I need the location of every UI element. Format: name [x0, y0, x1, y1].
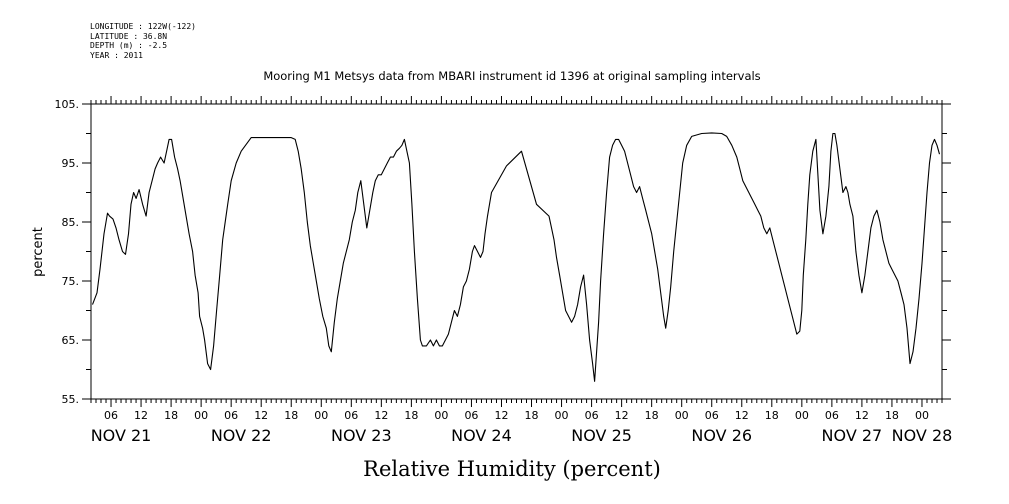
y-axis: 55. 65. 75. 85. 95. 105.: [55, 98, 951, 406]
x-hour-label: 00: [434, 409, 448, 422]
x-hour-label: 06: [464, 409, 478, 422]
x-day-label: NOV 21: [91, 426, 152, 445]
x-hour-label: 12: [855, 409, 869, 422]
x-day-label: NOV 25: [571, 426, 632, 445]
x-hour-label: 18: [885, 409, 899, 422]
y-tick-label: 95.: [62, 157, 80, 170]
x-hour-label: 12: [134, 409, 148, 422]
y-tick-label: 105.: [55, 98, 80, 111]
x-hour-label: 00: [675, 409, 689, 422]
x-day-label: NOV 27: [822, 426, 883, 445]
metadata-block: LONGITUDE : 122W(-122) LATITUDE : 36.8N …: [90, 22, 196, 60]
x-axis: 06 12 18 00 06 12 18 00 06 12 18 00 06 12 18 00 06 12 18 00…: [90, 96, 953, 445]
y-axis-label: percent: [31, 227, 46, 277]
x-hour-label: 00: [795, 409, 809, 422]
y-tick-label: 65.: [62, 334, 80, 347]
y-tick-label: 55.: [62, 393, 80, 406]
year-label: YEAR : 2011: [90, 50, 143, 60]
x-hour-label: 12: [615, 409, 629, 422]
x-hour-label: 12: [374, 409, 388, 422]
latitude-label: LATITUDE : 36.8N: [90, 31, 168, 41]
x-hour-label: 00: [194, 409, 208, 422]
y-tick-label: 75.: [62, 275, 80, 288]
x-hour-label: 06: [585, 409, 599, 422]
x-hour-label: 00: [915, 409, 929, 422]
x-day-label: NOV 24: [451, 426, 512, 445]
x-hour-label: 06: [705, 409, 719, 422]
x-hour-label: 12: [735, 409, 749, 422]
x-axis-label: Relative Humidity (percent): [363, 457, 661, 481]
x-hour-label: 12: [254, 409, 268, 422]
x-hour-label: 18: [525, 409, 539, 422]
x-hour-label: 06: [224, 409, 238, 422]
x-hour-label: 06: [344, 409, 358, 422]
y-tick-label: 85.: [62, 216, 80, 229]
depth-label: DEPTH (m) : -2.5: [90, 41, 168, 50]
x-hour-label: 06: [825, 409, 839, 422]
x-hour-label: 18: [765, 409, 779, 422]
x-hour-label: 18: [404, 409, 418, 422]
x-day-label: NOV 22: [211, 426, 272, 445]
x-hour-label: 00: [555, 409, 569, 422]
x-day-label: NOV 28: [892, 426, 953, 445]
x-hour-label: 00: [314, 409, 328, 422]
x-hour-label: 06: [104, 409, 118, 422]
x-hour-label: 18: [645, 409, 659, 422]
plot-frame: [90, 103, 943, 400]
x-day-label: NOV 26: [691, 426, 752, 445]
chart-title: Mooring M1 Metsys data from MBARI instru…: [263, 69, 760, 83]
x-hour-label: 18: [164, 409, 178, 422]
humidity-series-line: [91, 132, 941, 382]
x-day-label: NOV 23: [331, 426, 392, 445]
longitude-label: LONGITUDE : 122W(-122): [90, 22, 196, 31]
x-hour-label: 18: [284, 409, 298, 422]
x-hour-label: 12: [494, 409, 508, 422]
